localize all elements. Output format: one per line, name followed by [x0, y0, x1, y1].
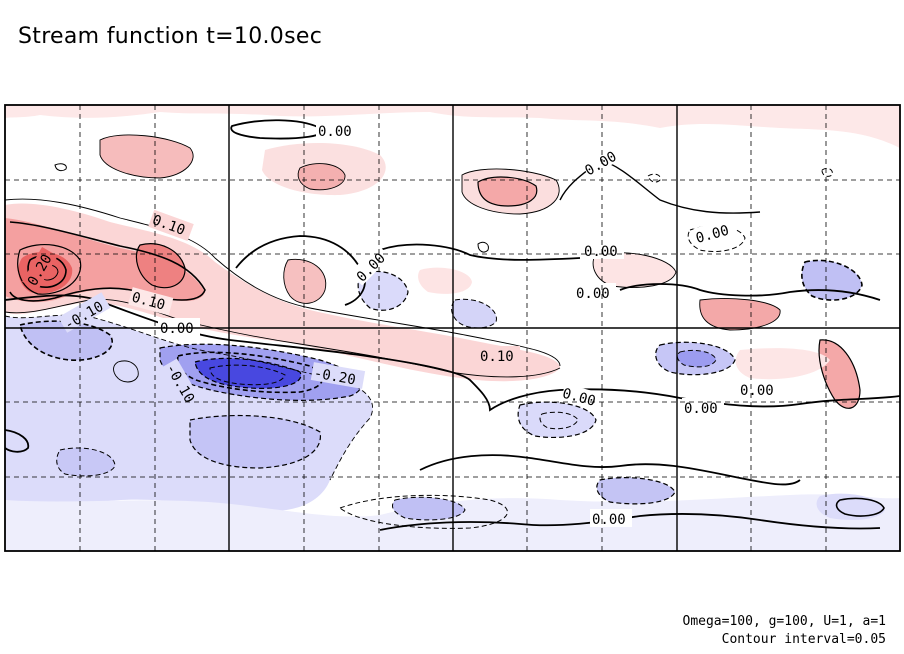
neg-contour-mid-1: [357, 270, 409, 311]
pos-contour-tiny-1: [54, 163, 67, 172]
neg-contour-south-mid-inner: [539, 411, 579, 430]
zero-contour-south: [419, 454, 801, 486]
positive-region-mid-1: [283, 259, 326, 304]
contour-label-layer: 0.00 0.00 0.00 0.00 0.00 0.00 0.00 0.00 …: [22, 121, 780, 528]
pos-contour-015: [17, 243, 82, 295]
contour-interval-note: Contour interval=0.05: [721, 632, 886, 647]
neg-contour-core-3: [194, 357, 302, 389]
contour-label: 0.10: [480, 349, 514, 365]
negative-region-south-mid: [518, 402, 596, 438]
grid-lines: [5, 105, 900, 551]
zero-contour-bottom: [379, 513, 881, 531]
pos-contour-tiny-2: [477, 241, 489, 253]
positive-region-mid-3: [593, 252, 676, 288]
contour-label: 0.00: [318, 124, 352, 140]
negative-region-east-1-core: [677, 350, 716, 367]
positive-region-top-eddy-3-core: [478, 177, 537, 206]
contour-label: 0.00: [694, 223, 731, 247]
neg-contour-bottom: [338, 494, 508, 529]
neg-contour-010: [19, 320, 113, 361]
contour-label: 0.00: [584, 244, 618, 260]
negative-region-south: [190, 415, 321, 468]
neg-contour-core-1: [159, 343, 362, 401]
pos-contour-small-ring: [113, 360, 139, 383]
negative-region-sw: [56, 447, 115, 476]
neg-contour-tiny-1: [647, 173, 661, 183]
positive-region-west-second: [136, 243, 186, 288]
pos-contour-west-second: [135, 243, 186, 289]
pos-contour-eddy-3: [477, 176, 538, 207]
contour-label: 0.00: [576, 286, 610, 302]
contour-label: 0.00: [684, 401, 718, 417]
negative-region-mid-1: [358, 271, 408, 311]
zero-contour-east-ring: [835, 497, 885, 517]
contour-label: 0.00: [160, 321, 194, 337]
pos-contour-010: [9, 221, 206, 302]
neg-contour-east-1: [655, 341, 736, 376]
pos-contour-eddy-2: [297, 163, 346, 191]
pos-contour-east-1: [699, 298, 781, 331]
contour-label: -0.20: [313, 365, 357, 388]
positive-region-top-band: [5, 105, 900, 148]
positive-region-east-3: [735, 348, 830, 380]
neg-contour-tiny-2: [821, 167, 833, 177]
pos-contour-005-a: [5, 198, 561, 367]
neg-contour-core-4: [209, 364, 286, 386]
neg-contour-sw: [56, 447, 116, 477]
negative-region-west: [20, 321, 113, 361]
contour-label: 0.00: [592, 512, 626, 528]
positive-region-top-eddy-1: [100, 134, 194, 178]
neg-contour-south-mid: [517, 401, 597, 439]
neg-contour-bottom-core: [392, 496, 466, 521]
negative-region-bottom-core: [392, 497, 465, 520]
pos-contour-eddy-1: [99, 134, 194, 179]
zero-contour-mid: [235, 235, 581, 306]
pos-contour-eddy-3-outer: [461, 168, 560, 215]
contour-label: 0.00: [740, 383, 774, 399]
pos-contour-east-2: [818, 339, 861, 409]
parameter-note: Omega=100, g=100, U=1, a=1: [682, 614, 887, 629]
chart-title: Stream function t=10.0sec: [18, 24, 323, 49]
zero-contour-top: [230, 119, 323, 140]
neg-contour-core-2: [176, 351, 324, 394]
negative-region-east-2: [801, 260, 862, 301]
neg-contour-east-3: [687, 225, 746, 252]
positive-region-top-eddy-2-core: [298, 163, 346, 190]
neg-contour-south-east: [596, 477, 676, 505]
negative-region-south-east: [596, 477, 675, 504]
zero-contour-left-bottom: [5, 429, 30, 453]
positive-region-east-2: [819, 339, 860, 409]
neg-contour-east-2: [801, 259, 863, 301]
positive-region-mid-2: [418, 267, 472, 294]
positive-region-east-1: [699, 298, 781, 330]
major-grid-lines: [5, 105, 900, 551]
plot-frame: [4, 104, 901, 552]
pos-contour-mid-1: [283, 258, 327, 304]
pos-contour-mid-3: [592, 252, 677, 288]
negative-region-mid-2: [451, 299, 497, 328]
